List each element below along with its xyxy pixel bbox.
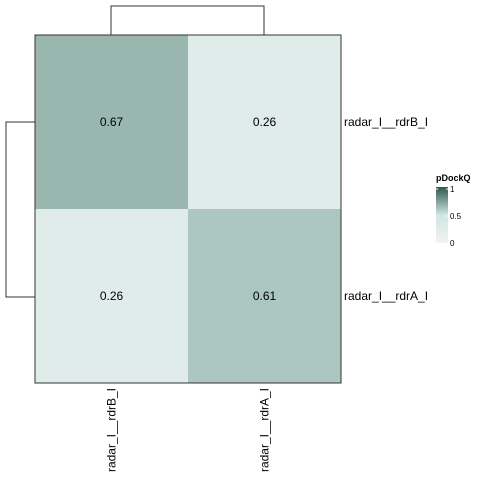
heatmap-cell	[35, 209, 188, 383]
heatmap-cells: 0.67 0.26 0.26 0.61	[35, 35, 341, 383]
heatmap-cell	[188, 35, 341, 209]
color-legend: pDockQ 1 0.5 0	[436, 173, 471, 248]
cell-value-label: 0.26	[253, 115, 277, 129]
row-labels: radar_I__rdrB_I radar_I__rdrA_I	[344, 115, 428, 303]
legend-tick-min: 0	[450, 239, 455, 248]
column-label: radar_I__rdrA_I	[258, 388, 272, 472]
row-label: radar_I__rdrA_I	[344, 289, 428, 303]
column-labels: radar_I__rdrB_I radar_I__rdrA_I	[105, 388, 272, 472]
column-dendrogram	[110, 5, 265, 35]
heatmap-cell	[188, 209, 341, 383]
heatmap-border	[34, 34, 342, 384]
row-dendrogram	[5, 121, 35, 298]
legend-tick-max: 1	[450, 185, 455, 194]
cell-value-label: 0.67	[100, 115, 124, 129]
cell-value-label: 0.61	[253, 289, 277, 303]
row-label: radar_I__rdrB_I	[344, 115, 428, 129]
legend-tick-mid: 0.5	[450, 212, 462, 221]
column-label: radar_I__rdrB_I	[105, 388, 119, 472]
cell-value-label: 0.26	[100, 289, 124, 303]
heatmap-cell	[35, 35, 188, 209]
legend-colorbar	[436, 187, 448, 243]
legend-title: pDockQ	[436, 173, 471, 183]
